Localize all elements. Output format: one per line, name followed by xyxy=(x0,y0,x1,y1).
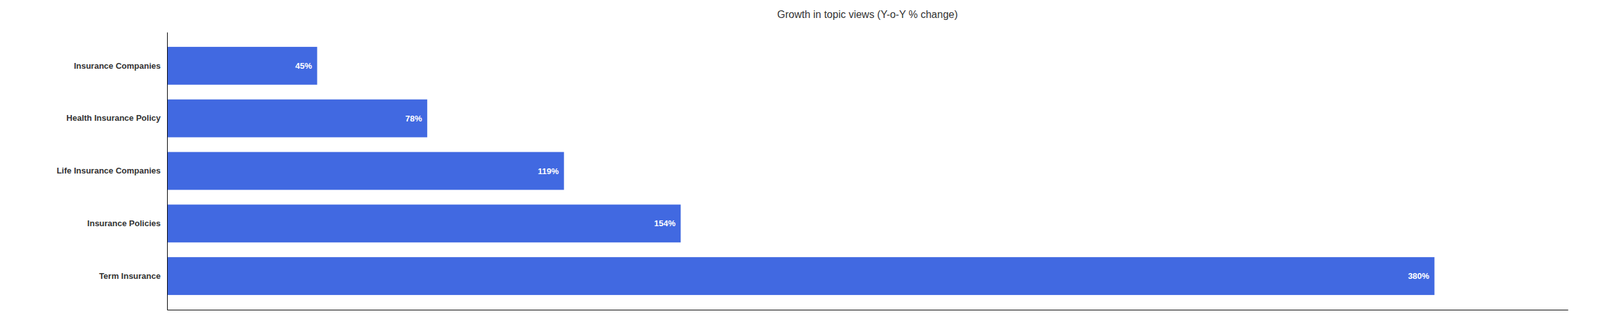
data-label: 78% xyxy=(405,113,423,124)
bar xyxy=(167,204,681,243)
data-labels: 45% 78% 119% 154% 380% xyxy=(295,61,1430,281)
y-axis: Insurance Companies Health Insurance Poli… xyxy=(56,32,168,311)
data-label: 119% xyxy=(537,166,560,177)
data-label: 380% xyxy=(1407,271,1430,281)
x-axis-line xyxy=(167,309,1569,311)
data-label: 45% xyxy=(295,61,313,71)
data-label: 154% xyxy=(654,218,676,229)
x-axis xyxy=(167,309,1569,311)
chart: Insurance Companies Health Insurance Poli… xyxy=(0,0,1600,329)
bars xyxy=(167,46,1435,295)
y-tick-label: Term Insurance xyxy=(98,271,161,281)
y-axis-line xyxy=(167,32,168,311)
bar xyxy=(167,46,318,85)
y-tick-label: Insurance Companies xyxy=(73,61,161,71)
bar xyxy=(167,257,1435,295)
y-tick: Term Insurance xyxy=(98,271,168,281)
y-tick-label: Life Insurance Companies xyxy=(56,165,161,176)
y-tick-label: Insurance Policies xyxy=(87,218,161,229)
y-tick: Life Insurance Companies xyxy=(56,165,168,176)
y-tick: Insurance Companies xyxy=(73,61,168,71)
y-tick: Insurance Policies xyxy=(87,218,168,229)
bar xyxy=(167,99,428,138)
bar xyxy=(167,152,565,191)
title: Growth in topic views (Y-o-Y % change) xyxy=(776,8,958,20)
plot-area: Insurance Companies Health Insurance Poli… xyxy=(56,32,1568,311)
y-tick: Health Insurance Policy xyxy=(66,113,168,123)
y-tick-label: Health Insurance Policy xyxy=(66,113,161,123)
